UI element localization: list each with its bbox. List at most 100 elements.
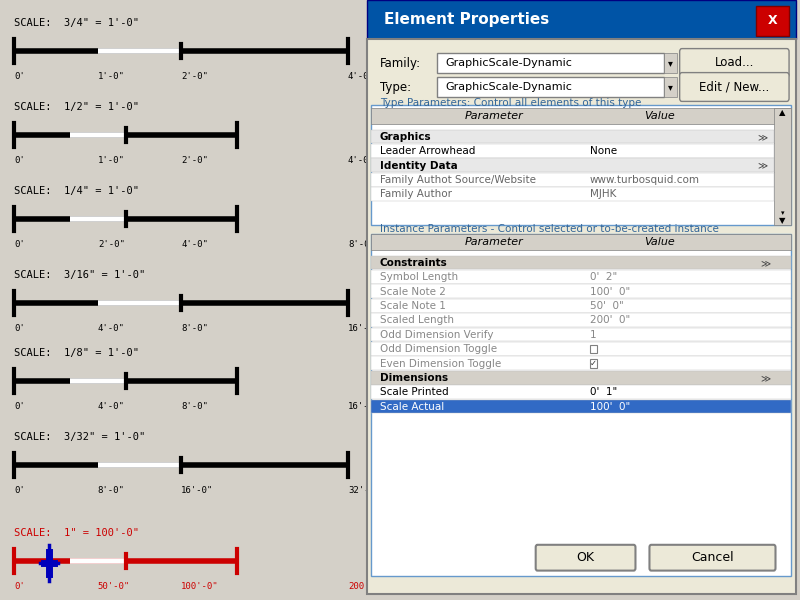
Text: Scale Note 1: Scale Note 1 bbox=[380, 301, 446, 311]
Text: 1: 1 bbox=[590, 330, 597, 340]
Text: Cancel: Cancel bbox=[691, 551, 734, 564]
Text: 2'-0": 2'-0" bbox=[98, 240, 125, 249]
FancyBboxPatch shape bbox=[664, 53, 677, 73]
Text: Even Dimension Toggle: Even Dimension Toggle bbox=[380, 359, 501, 368]
FancyBboxPatch shape bbox=[371, 108, 791, 124]
Text: Load...: Load... bbox=[714, 56, 754, 70]
FancyBboxPatch shape bbox=[371, 144, 774, 158]
FancyBboxPatch shape bbox=[590, 345, 597, 353]
Text: 8'-0": 8'-0" bbox=[182, 402, 208, 411]
Text: 0': 0' bbox=[14, 402, 26, 411]
Text: Value: Value bbox=[645, 111, 675, 121]
Text: ▾: ▾ bbox=[668, 58, 673, 68]
Text: ≫: ≫ bbox=[758, 161, 768, 170]
Text: 1'-0": 1'-0" bbox=[98, 156, 125, 165]
Text: 50'-0": 50'-0" bbox=[98, 582, 130, 591]
Text: Identity Data: Identity Data bbox=[380, 161, 458, 170]
FancyBboxPatch shape bbox=[371, 299, 791, 313]
Text: 0': 0' bbox=[14, 324, 26, 333]
Text: 8'-0": 8'-0" bbox=[182, 324, 208, 333]
Text: 0'  1": 0' 1" bbox=[590, 388, 618, 397]
Text: 0': 0' bbox=[14, 486, 26, 495]
Text: SCALE:  1/4" = 1'-0": SCALE: 1/4" = 1'-0" bbox=[14, 186, 139, 196]
Text: 32'-0": 32'-0" bbox=[348, 486, 380, 495]
Text: GraphicScale-Dynamic: GraphicScale-Dynamic bbox=[446, 58, 573, 68]
Text: www.turbosquid.com: www.turbosquid.com bbox=[590, 175, 700, 185]
Text: 0': 0' bbox=[14, 240, 26, 249]
Text: SCALE:  3/32" = 1'-0": SCALE: 3/32" = 1'-0" bbox=[14, 432, 146, 442]
Text: 4'-0": 4'-0" bbox=[98, 402, 125, 411]
Text: 200'  0": 200' 0" bbox=[590, 316, 630, 325]
Text: ≫: ≫ bbox=[760, 258, 770, 268]
Text: 4'-0": 4'-0" bbox=[182, 240, 208, 249]
Text: ≫: ≫ bbox=[760, 373, 770, 383]
Text: 0': 0' bbox=[14, 156, 26, 165]
Text: SCALE:  1" = 100'-0": SCALE: 1" = 100'-0" bbox=[14, 528, 139, 538]
Text: Family Author: Family Author bbox=[380, 190, 452, 199]
Text: SCALE:  1/2" = 1'-0": SCALE: 1/2" = 1'-0" bbox=[14, 102, 139, 112]
Text: 50'  0": 50' 0" bbox=[590, 301, 624, 311]
FancyBboxPatch shape bbox=[774, 108, 791, 225]
Text: ▾: ▾ bbox=[781, 210, 784, 216]
Text: Dimensions: Dimensions bbox=[380, 373, 448, 383]
Text: MJHK: MJHK bbox=[590, 190, 616, 199]
Text: 4'-0": 4'-0" bbox=[348, 156, 374, 165]
FancyBboxPatch shape bbox=[437, 77, 664, 97]
Text: 100'-0": 100'-0" bbox=[182, 582, 219, 591]
FancyBboxPatch shape bbox=[371, 400, 791, 413]
Text: 16'-0": 16'-0" bbox=[182, 486, 214, 495]
Text: Parameter: Parameter bbox=[464, 111, 523, 121]
Text: 8'-0": 8'-0" bbox=[348, 240, 374, 249]
FancyBboxPatch shape bbox=[371, 173, 774, 187]
Text: SCALE:  3/16" = 1'-0": SCALE: 3/16" = 1'-0" bbox=[14, 270, 146, 280]
Text: 16'-0": 16'-0" bbox=[348, 402, 380, 411]
Text: Edit / New...: Edit / New... bbox=[699, 80, 770, 94]
Text: 2'-0": 2'-0" bbox=[182, 156, 208, 165]
Text: Family:: Family: bbox=[380, 56, 421, 70]
FancyBboxPatch shape bbox=[371, 342, 791, 356]
Text: Leader Arrowhead: Leader Arrowhead bbox=[380, 146, 475, 156]
Text: 100'  0": 100' 0" bbox=[590, 287, 630, 296]
FancyBboxPatch shape bbox=[371, 234, 791, 250]
Text: 0': 0' bbox=[14, 582, 26, 591]
Text: 1'-0": 1'-0" bbox=[98, 72, 125, 81]
FancyBboxPatch shape bbox=[756, 6, 789, 36]
Text: SCALE:  1/8" = 1'-0": SCALE: 1/8" = 1'-0" bbox=[14, 348, 139, 358]
FancyBboxPatch shape bbox=[371, 284, 791, 298]
Text: ✓: ✓ bbox=[590, 359, 597, 368]
Text: 0'  2": 0' 2" bbox=[590, 272, 618, 282]
FancyBboxPatch shape bbox=[366, 39, 796, 594]
FancyBboxPatch shape bbox=[371, 187, 774, 201]
Text: Constraints: Constraints bbox=[380, 258, 448, 268]
Text: GraphicScale-Dynamic: GraphicScale-Dynamic bbox=[446, 82, 573, 92]
FancyBboxPatch shape bbox=[371, 313, 791, 327]
FancyBboxPatch shape bbox=[680, 73, 789, 101]
Text: SCALE:  3/4" = 1'-0": SCALE: 3/4" = 1'-0" bbox=[14, 18, 139, 28]
FancyBboxPatch shape bbox=[536, 545, 635, 571]
FancyBboxPatch shape bbox=[371, 356, 791, 370]
Text: Parameter: Parameter bbox=[464, 237, 523, 247]
Text: Scale Printed: Scale Printed bbox=[380, 388, 449, 397]
FancyBboxPatch shape bbox=[371, 270, 791, 284]
Text: 100'  0": 100' 0" bbox=[590, 402, 630, 412]
Text: 8'-0": 8'-0" bbox=[98, 486, 125, 495]
FancyBboxPatch shape bbox=[650, 545, 775, 571]
FancyBboxPatch shape bbox=[366, 0, 796, 39]
FancyBboxPatch shape bbox=[664, 77, 677, 97]
Text: Family Authot Source/Website: Family Authot Source/Website bbox=[380, 175, 536, 185]
Text: Value: Value bbox=[645, 237, 675, 247]
FancyBboxPatch shape bbox=[371, 371, 791, 385]
Text: Instance Parameters - Control selected or to-be-created instance: Instance Parameters - Control selected o… bbox=[380, 224, 718, 234]
FancyBboxPatch shape bbox=[590, 359, 597, 368]
FancyBboxPatch shape bbox=[371, 385, 791, 399]
Text: Odd Dimension Toggle: Odd Dimension Toggle bbox=[380, 344, 497, 354]
FancyBboxPatch shape bbox=[371, 234, 791, 576]
Text: Graphics: Graphics bbox=[380, 132, 431, 142]
Text: None: None bbox=[590, 146, 617, 156]
Text: ≫: ≫ bbox=[758, 132, 768, 142]
Text: 200'-0": 200'-0" bbox=[348, 582, 386, 591]
FancyBboxPatch shape bbox=[680, 49, 789, 77]
Text: Scale Actual: Scale Actual bbox=[380, 402, 444, 412]
Text: ▾: ▾ bbox=[668, 82, 673, 92]
FancyBboxPatch shape bbox=[371, 158, 774, 172]
